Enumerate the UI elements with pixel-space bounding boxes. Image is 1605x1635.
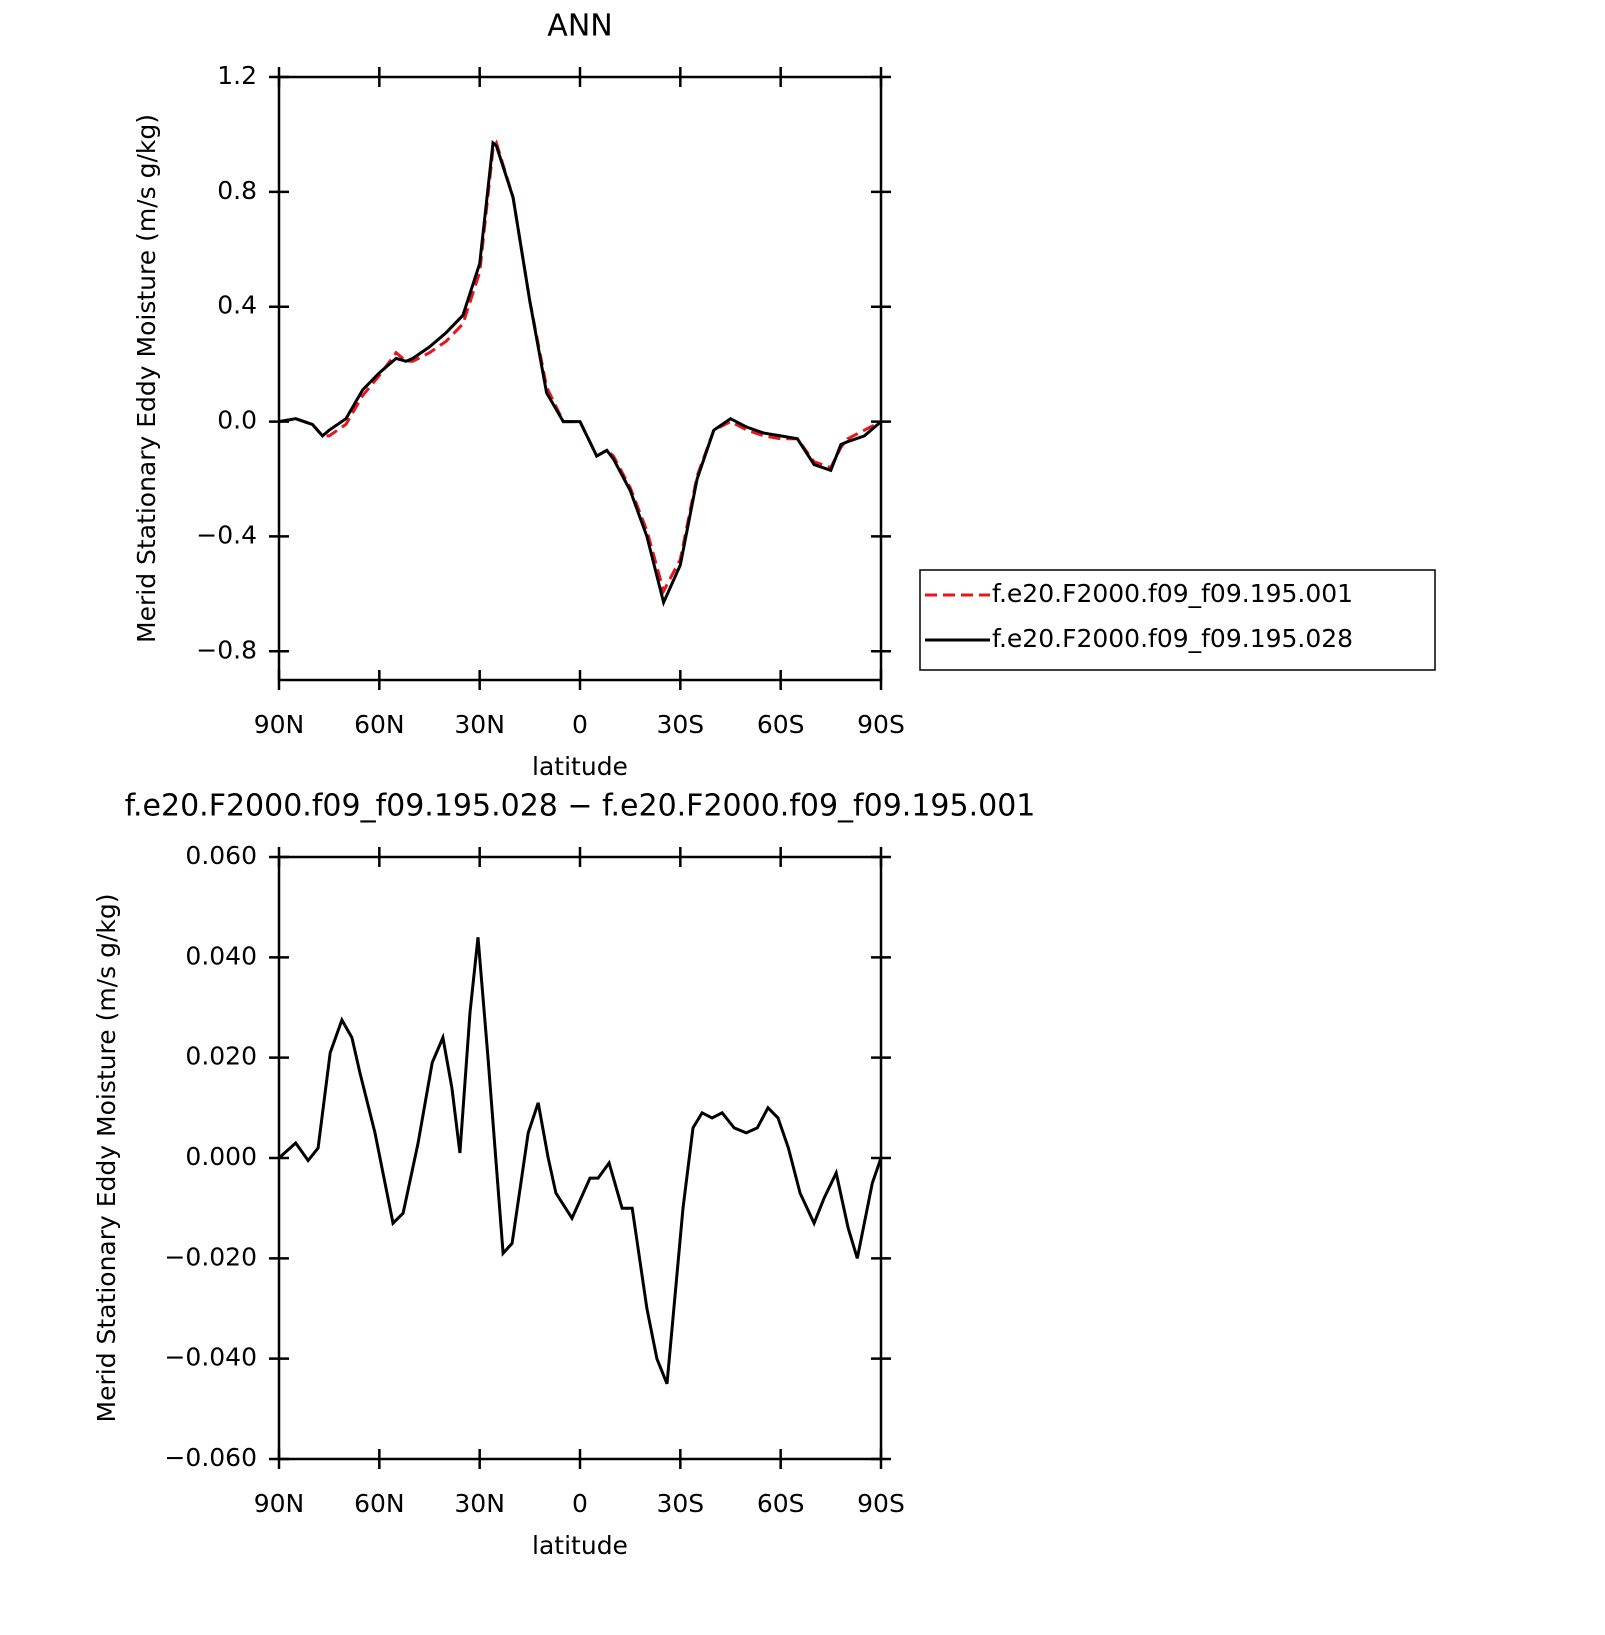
legend-box xyxy=(919,569,1436,671)
y-tick-label: 0.060 xyxy=(185,841,257,870)
x-axis-label: latitude xyxy=(532,1531,628,1560)
chart-title: ANN xyxy=(547,9,612,44)
chart-title: f.e20.F2000.f09_f09.195.028 − f.e20.F200… xyxy=(125,789,1036,824)
x-tick-label: 60S xyxy=(757,1489,805,1518)
x-tick-label: 30S xyxy=(656,710,704,739)
x-tick-label: 60S xyxy=(757,710,805,739)
x-tick-label: 0 xyxy=(572,710,588,739)
y-tick-label: 1.2 xyxy=(217,61,257,90)
plot-frame xyxy=(277,75,883,682)
x-tick-label: 90N xyxy=(254,1489,305,1518)
y-tick-label: −0.020 xyxy=(164,1242,257,1271)
x-tick-label: 60N xyxy=(354,1489,405,1518)
data-line xyxy=(277,937,883,1385)
y-tick-label: 0.040 xyxy=(185,941,257,970)
legend-label: f.e20.F2000.f09_f09.195.028 xyxy=(992,624,1353,653)
y-tick-label: 0.0 xyxy=(217,406,257,435)
x-axis-label: latitude xyxy=(532,752,628,781)
x-tick-label: 60N xyxy=(354,710,405,739)
y-tick-label: −0.040 xyxy=(164,1343,257,1372)
y-tick-label: 0.020 xyxy=(185,1042,257,1071)
y-tick-label: −0.4 xyxy=(196,520,257,549)
x-tick-label: 30S xyxy=(656,1489,704,1518)
x-tick-label: 90S xyxy=(857,710,905,739)
y-tick-label: 0.4 xyxy=(217,291,257,320)
y-tick-label: −0.8 xyxy=(196,635,257,664)
x-tick-label: 90S xyxy=(857,1489,905,1518)
x-tick-label: 30N xyxy=(454,1489,505,1518)
data-line xyxy=(278,140,882,608)
data-line xyxy=(278,139,882,596)
y-axis-label: Merid Stationary Eddy Moisture (m/s g/kg… xyxy=(92,894,121,1423)
y-axis-label: Merid Stationary Eddy Moisture (m/s g/kg… xyxy=(132,114,161,643)
y-tick-label: −0.060 xyxy=(164,1443,257,1472)
x-tick-label: 0 xyxy=(572,1489,588,1518)
y-tick-label: 0.000 xyxy=(185,1142,257,1171)
y-tick-label: 0.8 xyxy=(217,176,257,205)
legend-label: f.e20.F2000.f09_f09.195.001 xyxy=(992,579,1353,608)
x-tick-label: 90N xyxy=(254,710,305,739)
x-tick-label: 30N xyxy=(454,710,505,739)
